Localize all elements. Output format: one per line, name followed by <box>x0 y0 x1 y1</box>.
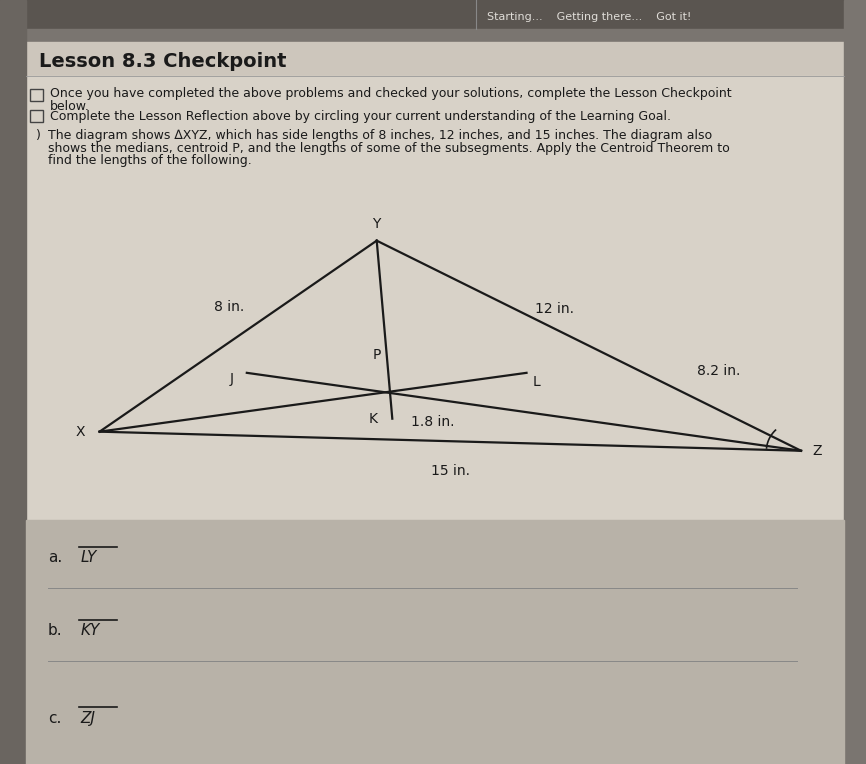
Text: b.: b. <box>48 623 62 638</box>
Text: ): ) <box>36 129 42 143</box>
Bar <box>26 42 866 76</box>
Bar <box>0 0 26 764</box>
Text: Y: Y <box>372 217 381 231</box>
Bar <box>844 0 866 764</box>
Text: 12 in.: 12 in. <box>534 303 574 316</box>
Text: KY: KY <box>81 623 100 638</box>
Text: 15 in.: 15 in. <box>430 464 470 478</box>
Text: P: P <box>372 348 381 362</box>
Text: X: X <box>76 425 85 439</box>
Bar <box>26 520 844 764</box>
Text: K: K <box>369 412 378 426</box>
Text: ZJ: ZJ <box>81 711 95 726</box>
Text: c.: c. <box>48 711 61 726</box>
Bar <box>30 110 43 122</box>
Text: a.: a. <box>48 550 61 565</box>
Text: 1.8 in.: 1.8 in. <box>411 415 455 429</box>
Text: 8 in.: 8 in. <box>215 300 244 314</box>
Bar <box>0 0 866 29</box>
Text: below.: below. <box>50 100 90 114</box>
Text: find the lengths of the following.: find the lengths of the following. <box>48 154 251 167</box>
Bar <box>30 89 43 101</box>
Text: LY: LY <box>81 550 97 565</box>
Text: Complete the Lesson Reflection above by circling your current understanding of t: Complete the Lesson Reflection above by … <box>50 109 671 123</box>
Text: J: J <box>229 372 233 386</box>
Text: Lesson 8.3 Checkpoint: Lesson 8.3 Checkpoint <box>39 52 287 70</box>
Text: 8.2 in.: 8.2 in. <box>697 364 740 377</box>
Text: The diagram shows ∆XYZ, which has side lengths of 8 inches, 12 inches, and 15 in: The diagram shows ∆XYZ, which has side l… <box>48 129 712 143</box>
Text: Z: Z <box>812 444 821 458</box>
Text: shows the medians, centroid P, and the lengths of some of the subsegments. Apply: shows the medians, centroid P, and the l… <box>48 141 729 155</box>
Text: Once you have completed the above problems and checked your solutions, complete : Once you have completed the above proble… <box>50 87 732 101</box>
Text: L: L <box>533 375 540 389</box>
Text: Starting...    Getting there...    Got it!: Starting... Getting there... Got it! <box>487 11 691 22</box>
Bar <box>0 29 866 42</box>
